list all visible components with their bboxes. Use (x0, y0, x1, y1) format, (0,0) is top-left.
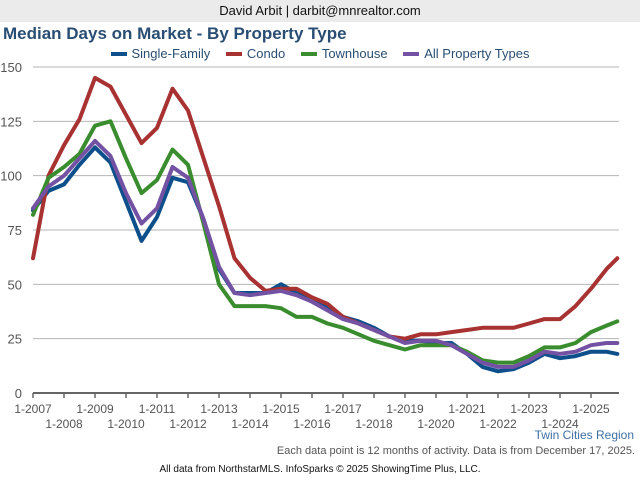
x-axis: 1-2007 1-2009 1-2011 1-2013 1-2015 1-2017 1-20… (14, 392, 619, 431)
region-label: Twin Cities Region (534, 428, 634, 442)
legend-label: Condo (246, 46, 286, 61)
legend-item-single-family[interactable]: Single-Family (110, 46, 211, 61)
y-tick-label: 75 (8, 223, 22, 238)
legend-label: Single-Family (131, 46, 211, 61)
x-tick-label: 1-2020 (417, 417, 455, 431)
legend-item-townhouse[interactable]: Townhouse (300, 46, 388, 61)
x-tick-label: 1-2024 (541, 417, 579, 431)
x-tick-label: 1-2012 (169, 417, 207, 431)
series-line-townhouse (31, 119, 620, 365)
x-tick-label: 1-2022 (479, 417, 517, 431)
x-tick-label: 1-2014 (231, 417, 269, 431)
gridlines (33, 66, 619, 340)
legend-swatch-single-family (110, 51, 127, 56)
x-tick-label: 1-2013 (200, 402, 238, 416)
y-tick-label: 125 (0, 114, 22, 129)
series-lines (31, 75, 620, 374)
legend-swatch-all-property-types (403, 51, 420, 56)
series-line-all-property-types (31, 138, 620, 369)
x-tick-label: 1-2010 (107, 417, 145, 431)
y-tick-label: 100 (0, 169, 22, 184)
footer-credit: All data from NorthstarMLS. InfoSparks ©… (159, 464, 481, 475)
x-tick-label: 1-2009 (76, 402, 114, 416)
agent-header: David Arbit | darbit@mnrealtor.com (0, 0, 640, 22)
data-note: Each data point is 12 months of activity… (276, 445, 635, 457)
series-line-condo (31, 75, 620, 341)
x-tick-label: 1-2019 (386, 402, 424, 416)
chart-title: Median Days on Market - By Property Type (3, 24, 347, 43)
x-tick-label: 1-2018 (355, 417, 393, 431)
x-tick-label: 1-2025 (572, 402, 610, 416)
chart-legend: Single-Family Condo Townhouse All Proper… (0, 46, 640, 61)
x-tick-label: 1-2007 (14, 402, 52, 416)
legend-item-all-property-types[interactable]: All Property Types (403, 46, 529, 61)
x-tick-label: 1-2023 (510, 402, 548, 416)
legend-swatch-condo (225, 51, 242, 56)
y-tick-label: 50 (8, 277, 22, 292)
legend-item-condo[interactable]: Condo (225, 46, 286, 61)
legend-label: Townhouse (321, 46, 388, 61)
x-tick-label: 1-2016 (293, 417, 331, 431)
legend-swatch-townhouse (300, 51, 317, 56)
legend-label: All Property Types (424, 46, 530, 61)
x-tick-label: 1-2008 (45, 417, 83, 431)
x-tick-label: 1-2017 (324, 402, 362, 416)
x-tick-label: 1-2021 (448, 402, 486, 416)
x-tick-label: 1-2015 (262, 402, 300, 416)
y-tick-label: 25 (8, 332, 22, 347)
x-tick-label: 1-2011 (139, 402, 176, 416)
y-tick-label: 0 (15, 386, 22, 401)
y-axis: 0 25 50 75 100 125 150 (0, 60, 22, 401)
y-tick-label: 150 (0, 60, 22, 75)
